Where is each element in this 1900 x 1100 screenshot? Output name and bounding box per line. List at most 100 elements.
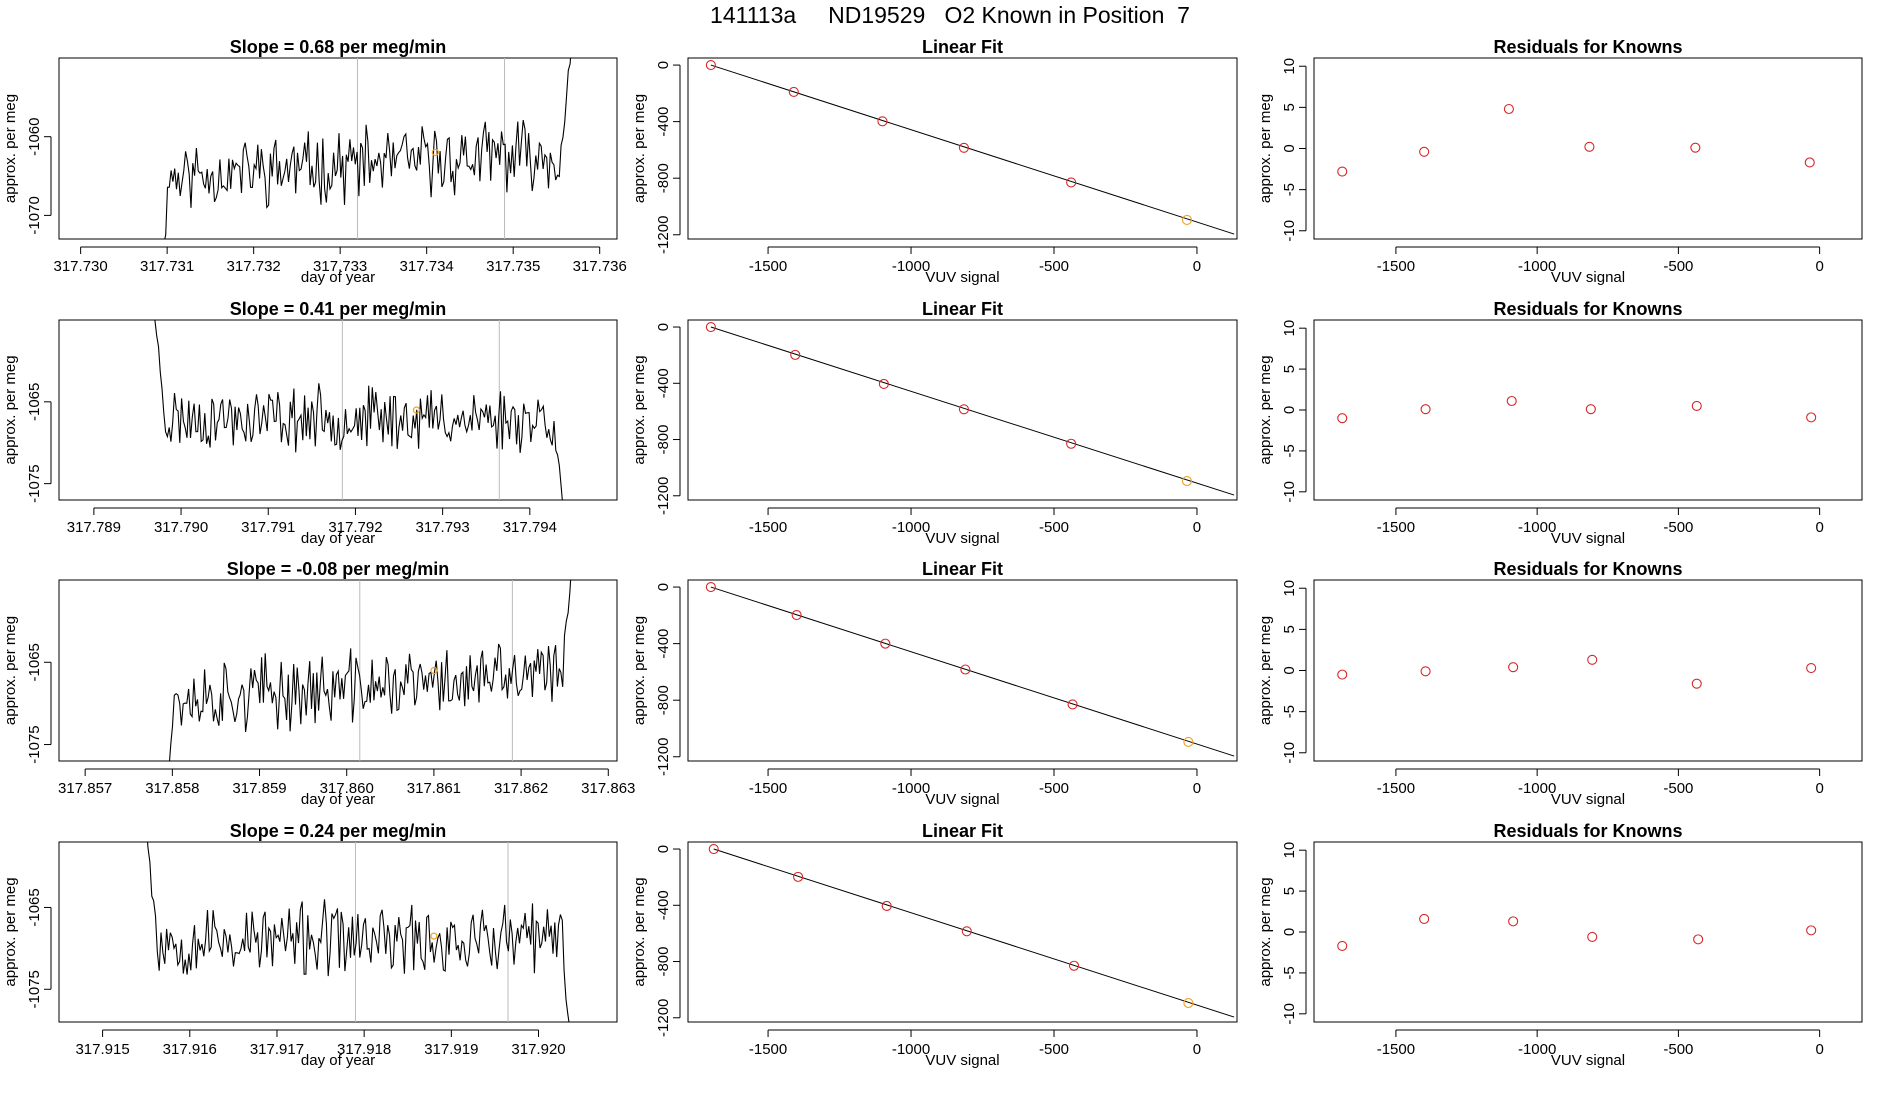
- y-tick-label: -5: [1281, 183, 1298, 196]
- x-tick-label: -1500: [1377, 258, 1415, 275]
- data-point: [1337, 166, 1348, 177]
- y-axis-label: approx. per meg: [1257, 877, 1274, 986]
- x-tick-label: -1500: [1377, 519, 1415, 536]
- panel-2-0: Residuals for Knowns -1500 -1000 -500 0 VUV s…: [1257, 37, 1863, 286]
- y-tick-label: -1070: [26, 196, 43, 234]
- x-axis-label: VUV signal: [925, 791, 999, 808]
- data-point: [1067, 699, 1078, 710]
- plot-frame: [58, 319, 618, 501]
- x-tick-label: 317.918: [337, 1041, 391, 1058]
- panel-title: Residuals for Knowns: [1493, 559, 1682, 579]
- data-point: [1585, 404, 1596, 415]
- x-tick-label: -1000: [892, 780, 930, 797]
- x-tick-label: -1000: [1518, 519, 1556, 536]
- plot-area: [154, 320, 563, 500]
- data-point: [1066, 438, 1077, 449]
- x-tick-label: 317.915: [75, 1041, 129, 1058]
- y-tick-label: -800: [655, 163, 672, 193]
- data-point: [1508, 662, 1519, 673]
- plot-area: [164, 58, 572, 239]
- y-axis-label: approx. per meg: [1257, 616, 1274, 725]
- plot-area: [1337, 103, 1815, 177]
- x-tick-label: -500: [1039, 1041, 1069, 1058]
- data-point: [791, 610, 802, 621]
- panel-1-3: Linear Fit -1500 -1000 -500 0 VUV signal 0 -400…: [631, 821, 1238, 1069]
- x-tick-label: -1500: [749, 519, 787, 536]
- y-tick-label: 10: [1281, 580, 1298, 597]
- data-point: [1337, 940, 1348, 951]
- panel-title: Linear Fit: [922, 821, 1003, 841]
- known-point: [1181, 475, 1193, 487]
- panel-title: Linear Fit: [922, 559, 1003, 579]
- y-tick-label: 0: [655, 845, 672, 853]
- data-point: [705, 321, 716, 333]
- x-tick-label: 317.736: [573, 258, 627, 275]
- x-tick-label: 317.859: [232, 780, 286, 797]
- data-point: [880, 638, 891, 649]
- y-tick-label: 0: [655, 323, 672, 331]
- plot-area: [1337, 913, 1817, 951]
- x-tick-label: -500: [1663, 258, 1693, 275]
- plot-frame: [687, 579, 1238, 762]
- y-tick-label: -10: [1281, 481, 1298, 503]
- y-tick-label: -10: [1281, 220, 1298, 242]
- panel-title: Slope = 0.24 per meg/min: [230, 821, 447, 841]
- x-tick-label: -500: [1663, 519, 1693, 536]
- data-point: [881, 900, 892, 912]
- y-tick-label: -5: [1281, 444, 1298, 457]
- y-tick-label: 0: [1281, 666, 1298, 674]
- plot-frame: [1313, 841, 1863, 1023]
- data-point: [877, 116, 888, 127]
- panel-title: Linear Fit: [922, 299, 1003, 319]
- data-point: [1690, 142, 1701, 153]
- x-tick-label: 317.791: [241, 519, 295, 536]
- data-point: [1804, 157, 1815, 168]
- data-point: [1691, 400, 1702, 411]
- x-tick-label: 317.860: [320, 780, 374, 797]
- x-tick-label: 317.794: [503, 519, 557, 536]
- y-tick-label: 5: [1281, 103, 1298, 111]
- x-tick-label: 317.919: [424, 1041, 478, 1058]
- data-point: [1068, 960, 1080, 971]
- x-tick-label: 317.858: [145, 780, 199, 797]
- data-point: [961, 926, 972, 937]
- plot-area: [705, 582, 1235, 757]
- x-axis-label: day of year: [301, 269, 375, 286]
- plot-frame: [687, 57, 1238, 240]
- y-axis-label: approx. per meg: [1257, 355, 1274, 464]
- data-point: [1587, 931, 1598, 942]
- x-tick-label: -1500: [749, 258, 787, 275]
- y-axis-label: approx. per meg: [2, 877, 19, 986]
- y-tick-label: 0: [1281, 928, 1298, 936]
- data-point: [708, 843, 719, 855]
- x-axis-label: day of year: [301, 791, 375, 808]
- y-tick-label: -1065: [26, 888, 43, 926]
- fit-line: [710, 326, 1235, 496]
- known-marker: [430, 666, 438, 675]
- x-tick-label: 317.793: [416, 519, 470, 536]
- y-axis-label: approx. per meg: [2, 94, 19, 203]
- data-point: [960, 664, 971, 675]
- plot-area: [705, 321, 1235, 496]
- y-tick-label: -800: [655, 425, 672, 455]
- x-tick-label: 317.863: [581, 780, 635, 797]
- y-tick-label: 5: [1281, 625, 1298, 633]
- x-axis-label: VUV signal: [1551, 530, 1625, 547]
- x-tick-label: 0: [1193, 519, 1201, 536]
- data-point: [705, 60, 716, 71]
- y-tick-label: 5: [1281, 365, 1298, 373]
- panel-1-2: Linear Fit -1500 -1000 -500 0 VUV signal 0 -400…: [631, 559, 1238, 808]
- x-tick-label: 317.731: [140, 258, 194, 275]
- x-tick-label: 317.790: [154, 519, 208, 536]
- plot-frame: [687, 841, 1238, 1023]
- x-tick-label: 0: [1815, 1041, 1823, 1058]
- panel-title: Slope = 0.68 per meg/min: [230, 37, 447, 57]
- panel-title: Residuals for Knowns: [1493, 299, 1682, 319]
- x-tick-label: 317.861: [407, 780, 461, 797]
- panel-title: Residuals for Knowns: [1493, 821, 1682, 841]
- data-point: [793, 871, 804, 882]
- plot-area: [1337, 654, 1817, 689]
- y-tick-label: 0: [1281, 406, 1298, 414]
- x-tick-label: 317.730: [54, 258, 108, 275]
